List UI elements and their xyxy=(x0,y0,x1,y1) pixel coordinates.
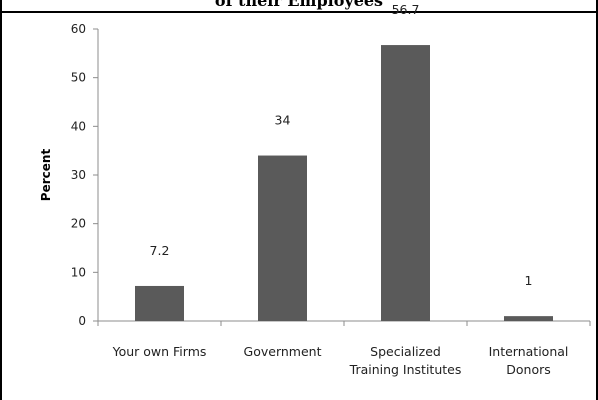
y-tick-label: 30 xyxy=(71,168,86,182)
category-labels: Your own Firms Government Specialized Train… xyxy=(112,344,569,377)
x-axis-ticks xyxy=(97,321,591,326)
y-tick-label: 50 xyxy=(71,71,86,85)
x-category-label: Your own Firms xyxy=(112,344,207,359)
bar xyxy=(381,45,430,322)
x-category-label: Donors xyxy=(506,362,551,377)
y-tick-label: 60 xyxy=(71,22,86,36)
bars xyxy=(135,45,553,322)
x-category-label: International xyxy=(489,344,569,359)
x-category-label: Training Institutes xyxy=(349,362,462,377)
x-category-label: Specialized xyxy=(370,344,441,359)
chart-title: of their Employees xyxy=(215,0,383,10)
y-tick-label: 10 xyxy=(71,265,86,279)
data-labels: 7.2 34 56.7 1 xyxy=(150,2,533,288)
bar xyxy=(504,316,553,321)
y-tick-label: 40 xyxy=(71,119,86,133)
y-axis-title: Percent xyxy=(39,149,53,202)
y-tick-label: 20 xyxy=(71,217,86,231)
bar-value-label: 7.2 xyxy=(150,243,170,258)
bar xyxy=(258,155,307,321)
bar-value-label: 1 xyxy=(525,273,533,288)
x-category-label: Government xyxy=(244,344,322,359)
bar-value-label: 56.7 xyxy=(392,2,420,17)
y-axis-ticks: 0 10 20 30 40 50 60 xyxy=(71,22,98,328)
bar-value-label: 34 xyxy=(275,113,291,128)
y-tick-label: 0 xyxy=(78,314,86,328)
bar xyxy=(135,285,184,321)
